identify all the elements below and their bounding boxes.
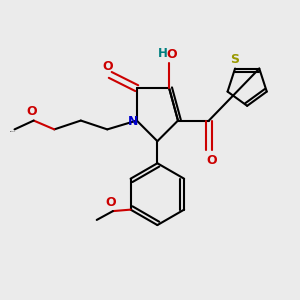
Text: O: O	[26, 106, 37, 118]
Text: O: O	[206, 154, 217, 166]
Text: N: N	[128, 115, 138, 128]
Text: O: O	[103, 60, 113, 73]
Text: H: H	[158, 47, 168, 60]
Text: S: S	[231, 52, 240, 66]
Text: methoxy: methoxy	[10, 131, 16, 132]
Text: O: O	[166, 48, 177, 61]
Text: O: O	[105, 196, 116, 209]
